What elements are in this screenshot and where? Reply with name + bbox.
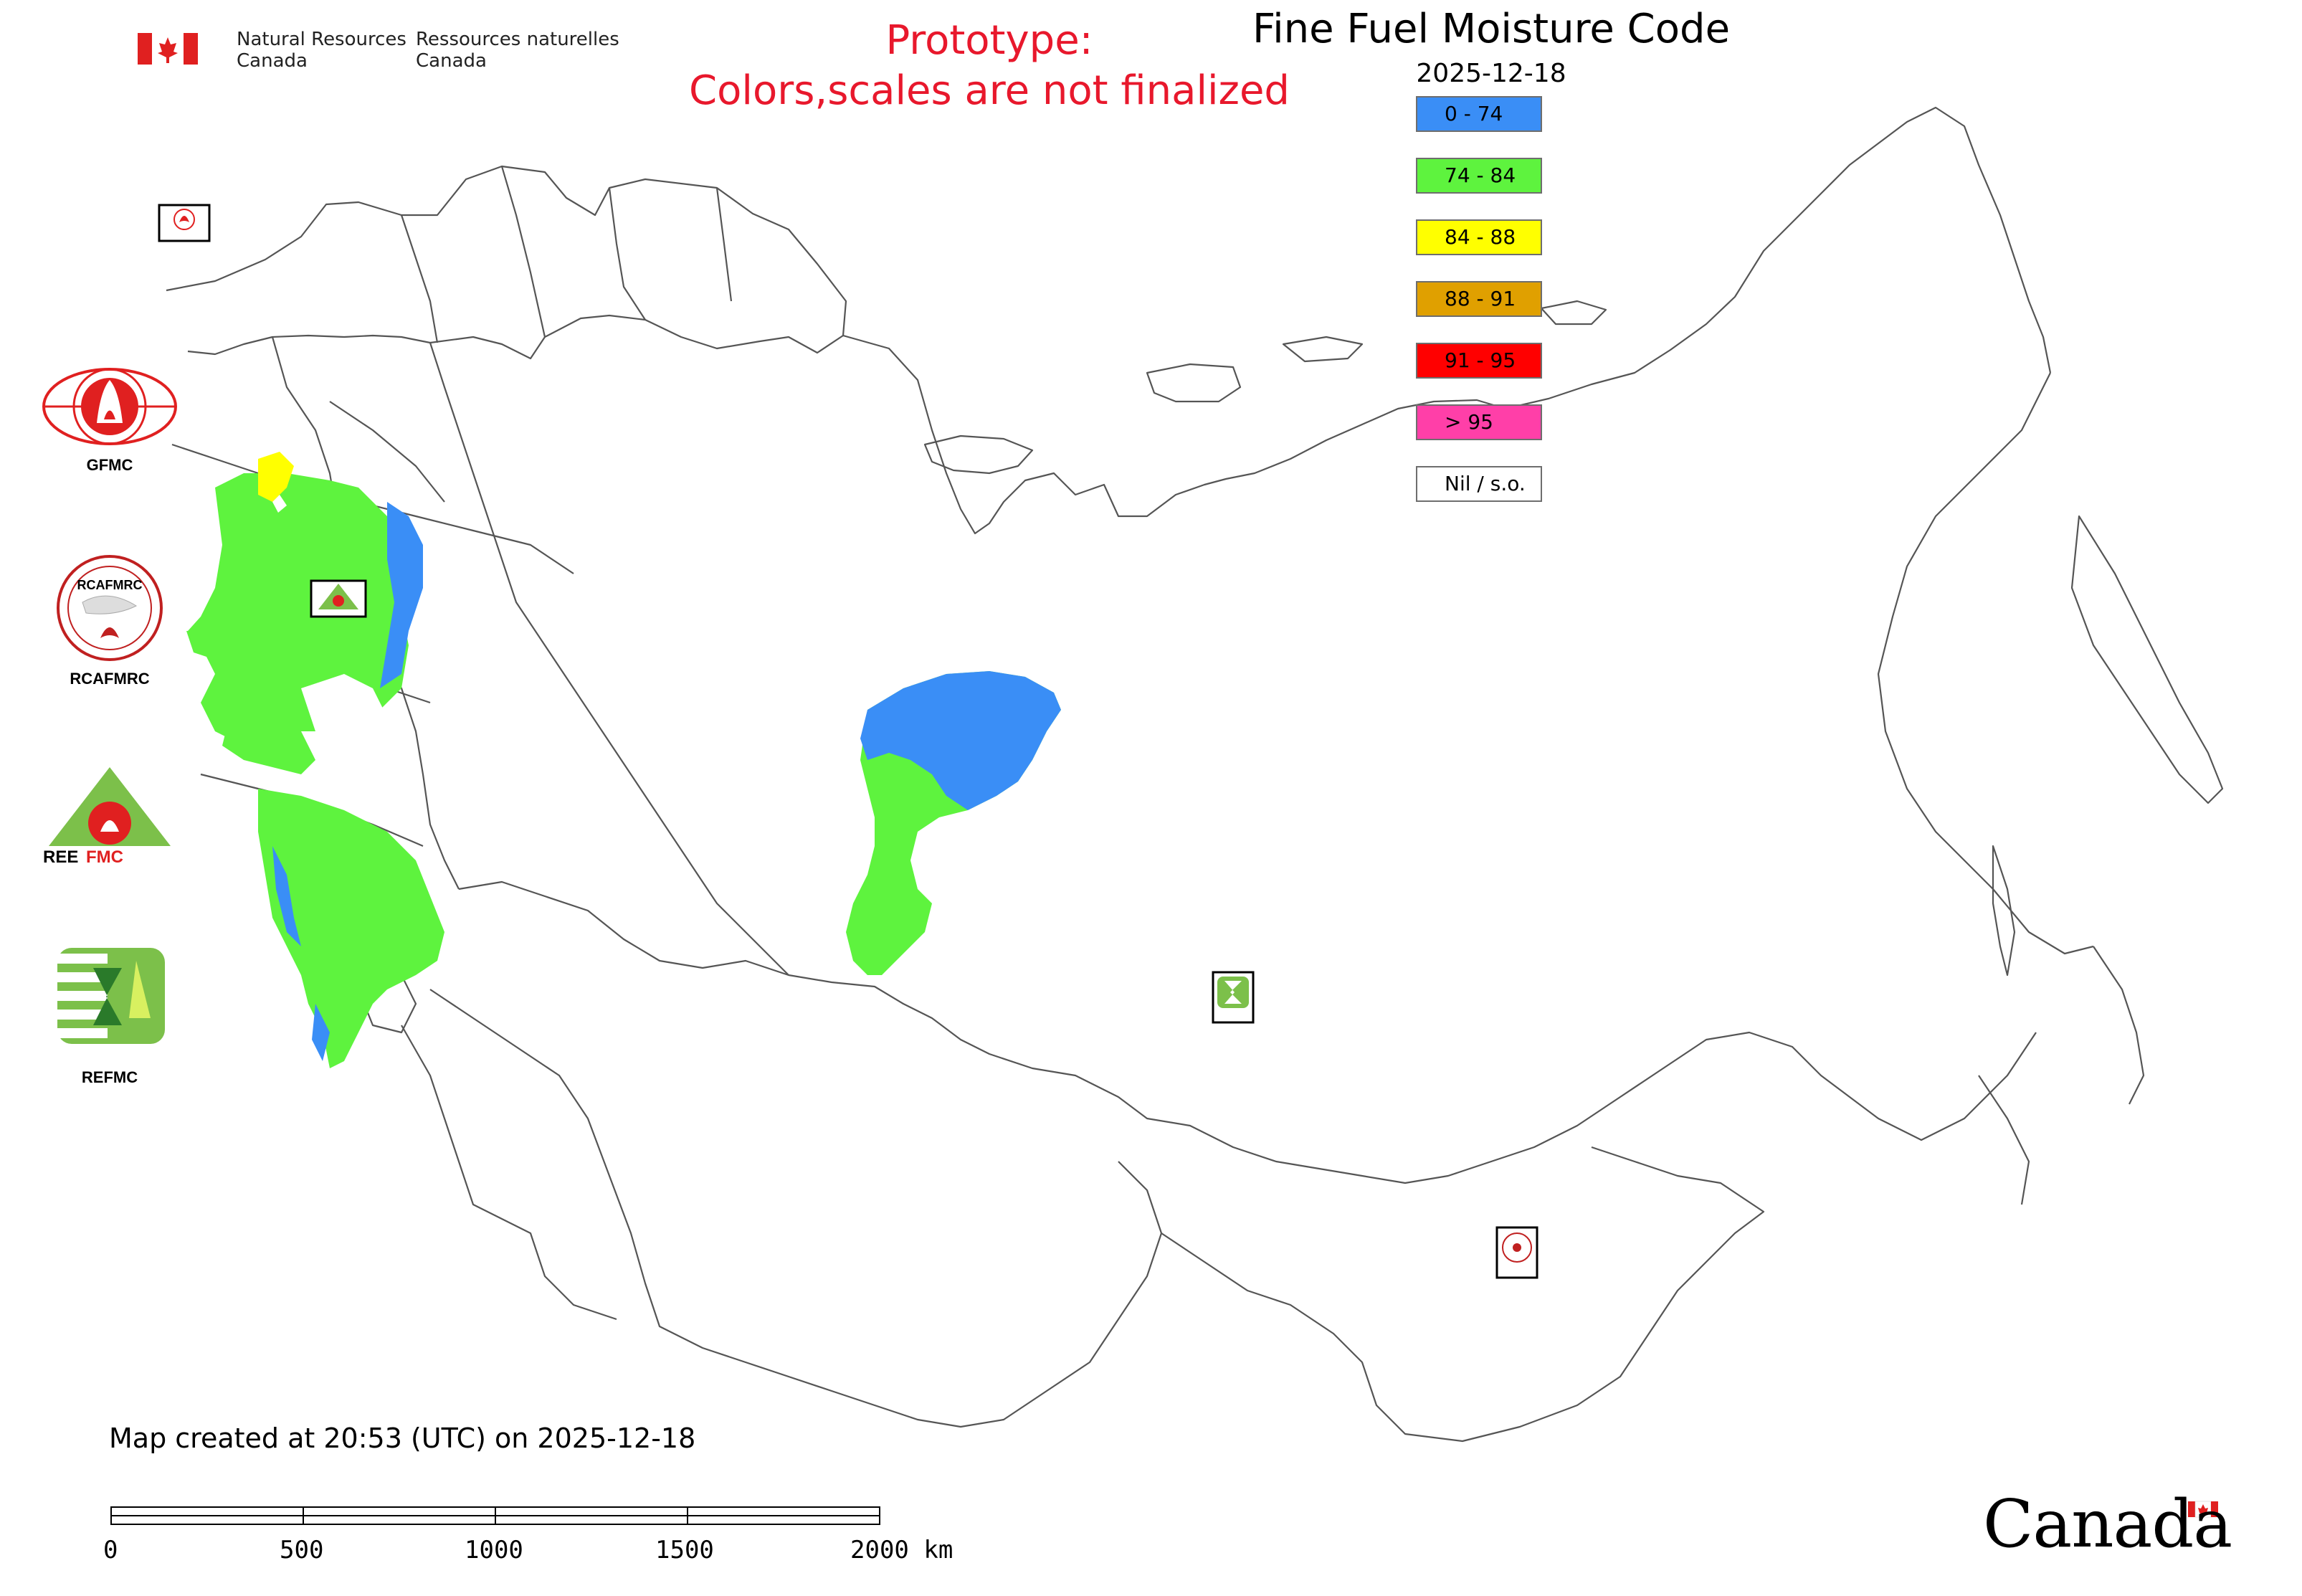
canada-wordmark-flag-icon	[2188, 1501, 2218, 1518]
legend-item: 84 - 88	[1416, 219, 1542, 255]
legend-item: 88 - 91	[1416, 281, 1542, 317]
map-title: Fine Fuel Moisture Code	[1252, 6, 1731, 52]
legend-label: 0 - 74	[1445, 102, 1503, 125]
rcafmrc-label: RCAFMRC	[70, 670, 150, 688]
legend-item: > 95	[1416, 404, 1542, 440]
svg-text:REE: REE	[43, 847, 78, 867]
refmc-logo	[57, 948, 165, 1044]
gfmc-label: GFMC	[86, 456, 133, 474]
scale-label: 500	[280, 1536, 324, 1564]
svg-text:FMC: FMC	[86, 847, 123, 867]
legend-label: > 95	[1445, 410, 1493, 434]
scale-label: 1500	[655, 1536, 714, 1564]
refmc-label: REFMC	[81, 1068, 138, 1086]
map-created-timestamp: Map created at 20:53 (UTC) on 2025-12-18	[109, 1422, 696, 1454]
scale-bar	[110, 1506, 880, 1525]
scale-label: 2000 km	[850, 1536, 953, 1564]
dept-name-en: Natural Resources Canada	[237, 29, 406, 72]
map-marker-reefmc	[310, 579, 367, 618]
legend-label: 84 - 88	[1445, 225, 1516, 249]
scale-label: 0	[103, 1536, 118, 1564]
dept-name-en-line2: Canada	[237, 50, 308, 72]
map-marker-gfmc	[158, 204, 211, 242]
legend-label: Nil / s.o.	[1445, 472, 1526, 495]
scale-label: 1000	[465, 1536, 523, 1564]
canada-wordmark: Canada	[1983, 1486, 2232, 1562]
country-borders	[166, 106, 2224, 1443]
map-date: 2025-12-18	[1416, 59, 1566, 88]
dept-name-fr: Ressources naturelles Canada	[416, 29, 619, 72]
legend-item: Nil / s.o.	[1416, 466, 1542, 502]
prototype-line-1: Prototype:	[885, 17, 1093, 64]
gfmc-logo	[42, 368, 177, 445]
rcafmrc-logo: RCAFMRC	[57, 555, 163, 661]
prototype-line-2: Colors,scales are not finalized	[689, 67, 1290, 114]
dept-name-fr-line2: Canada	[416, 50, 487, 72]
map-marker-rcafmrc	[1495, 1226, 1538, 1279]
map-marker-refmc	[1212, 971, 1255, 1024]
siberia-ffmc-regions	[846, 671, 1061, 975]
dept-name-en-line1: Natural Resources	[237, 29, 406, 50]
legend-item: 91 - 95	[1416, 343, 1542, 379]
canada-flag-icon	[138, 33, 198, 65]
europe-ffmc-regions	[186, 452, 444, 1068]
dept-name-fr-line1: Ressources naturelles	[416, 29, 619, 50]
legend-label: 88 - 91	[1445, 287, 1516, 310]
legend-item: 74 - 84	[1416, 158, 1542, 194]
legend-item: 0 - 74	[1416, 96, 1542, 132]
legend-label: 74 - 84	[1445, 163, 1516, 187]
svg-text:RCAFMRC: RCAFMRC	[77, 578, 143, 592]
prototype-notice: Prototype: Colors,scales are not finaliz…	[631, 16, 1348, 116]
reefmc-logo: REE FMC	[39, 767, 189, 867]
legend-label: 91 - 95	[1445, 348, 1516, 372]
